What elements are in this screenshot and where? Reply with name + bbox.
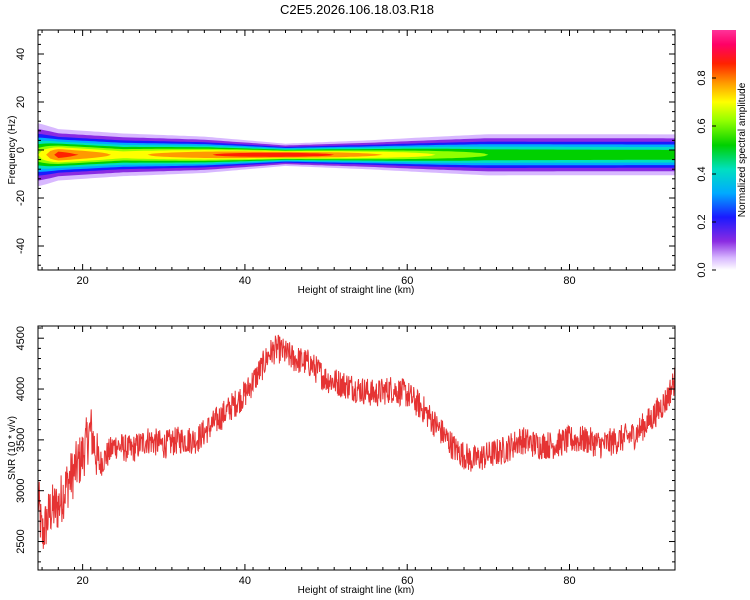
colorbar-tick-label: 0.4: [696, 166, 708, 181]
chart-title: C2E5.2026.106.18.03.R18: [280, 2, 434, 17]
spectrogram-band: [38, 123, 675, 187]
snr-y-tick-label: 2500: [15, 529, 27, 553]
snr-x-tick-label: 20: [77, 575, 89, 587]
colorbar-label: Normalized spectral amplitude: [737, 82, 748, 217]
snr-frame: [37, 325, 676, 571]
colorbar-ticks: 0.0 0.2 0.4 0.6 0.8: [696, 70, 716, 278]
spectrogram-y-tick-label: -20: [15, 190, 27, 206]
spectrogram-axes: 20 40 60 80 -40 -20 0 20 40: [15, 30, 676, 287]
spectrogram-panel: 20 40 60 80 -40 -20 0 20 40 Height of straight l…: [7, 29, 676, 296]
snr-x-tick-label: 80: [563, 575, 575, 587]
colorbar-tick-label: 0.0: [696, 262, 708, 277]
spectrogram-x-tick-label: 80: [563, 275, 575, 287]
snr-axes: 20 40 60 80 2500 3000 3500 4000 4500: [15, 326, 676, 587]
spectrogram-y-tick-label: 40: [15, 48, 27, 60]
spectrogram-y-tick-label: 20: [15, 96, 27, 108]
spectrogram-y-tick-label: 0: [15, 147, 27, 153]
spectrogram-x-tick-label: 40: [239, 275, 251, 287]
snr-x-tick-label: 60: [401, 575, 413, 587]
snr-x-tick-label: 40: [239, 575, 251, 587]
snr-plot-area: [38, 334, 675, 549]
spectrogram-x-tick-label: 60: [401, 275, 413, 287]
snr-x-axis-label: Height of straight line (km): [298, 585, 415, 596]
snr-y-axis-label: SNR (10 * v/v): [7, 416, 18, 480]
colorbar-swatch: [712, 30, 736, 270]
snr-y-tick-label: 4500: [15, 326, 27, 350]
colorbar: 0.0 0.2 0.4 0.6 0.8 Normalized spectral ampl…: [696, 30, 748, 278]
snr-y-tick-label: 3000: [15, 478, 27, 502]
snr-series-line: [38, 334, 675, 549]
snr-y-tick-label: 4000: [15, 377, 27, 401]
colorbar-tick-label: 0.6: [696, 118, 708, 133]
colorbar-tick-label: 0.8: [696, 70, 708, 85]
spectrogram-y-axis-label: Frequency (Hz): [7, 116, 18, 185]
colorbar-tick-label: 0.2: [696, 214, 708, 229]
snr-y-tick-label: 3500: [15, 428, 27, 452]
spectrogram-contour-level: [38, 149, 675, 161]
spectrogram-x-axis-label: Height of straight line (km): [298, 285, 415, 296]
spectrogram-x-tick-label: 20: [77, 275, 89, 287]
spectrogram-y-tick-label: -40: [15, 238, 27, 254]
snr-panel: 20 40 60 80 2500 3000 3500 4000 4500 Height of s…: [7, 325, 676, 596]
